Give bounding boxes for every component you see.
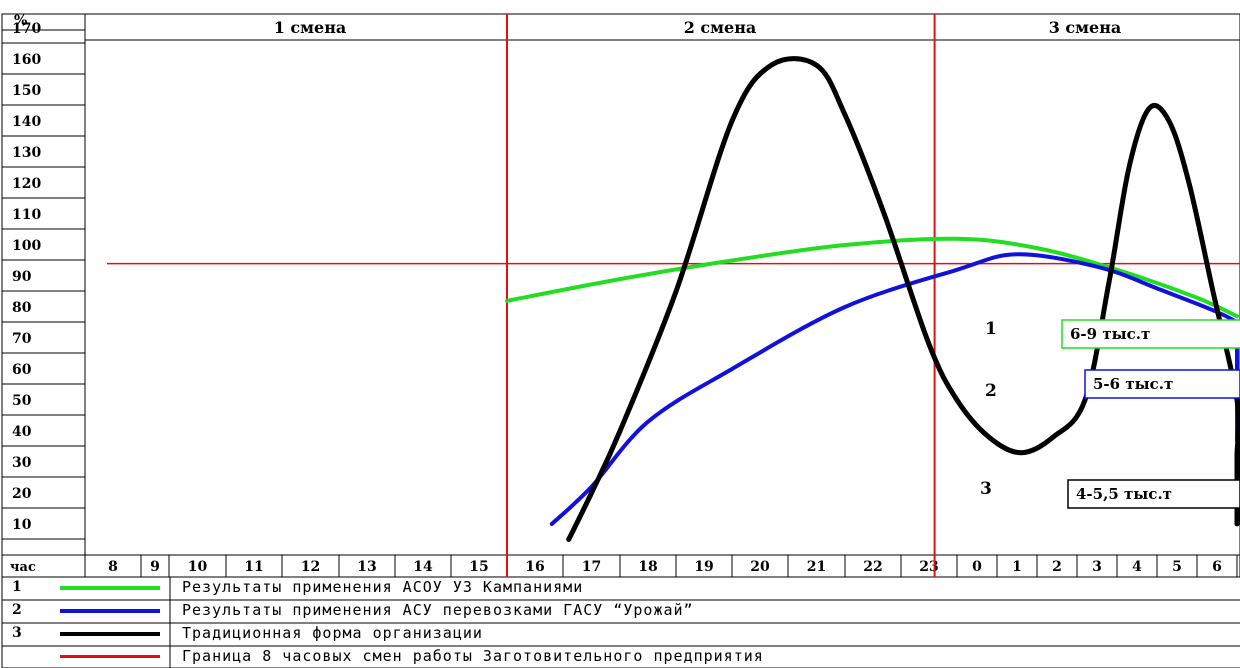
series-id-label: 3 — [980, 479, 992, 499]
shift-label: 1 смена — [274, 18, 347, 37]
x-tick-label: 16 — [525, 559, 544, 575]
x-tick-label: 15 — [469, 559, 488, 575]
plot-frame — [84, 13, 1240, 556]
shift-label: 3 смена — [1049, 18, 1122, 37]
y-tick-label: 10 — [12, 517, 32, 533]
x-tick-label: 1 — [1012, 559, 1022, 575]
legend-swatch-red — [60, 655, 160, 658]
series-line-2 — [549, 252, 1240, 526]
capacity-label: 6-9 тыс.т — [1070, 325, 1150, 343]
capacity-box — [1084, 369, 1240, 399]
legend-swatch-blue — [60, 609, 160, 613]
capacity-box — [1067, 479, 1240, 509]
x-tick-label: 9 — [150, 559, 160, 575]
capacity-box — [1061, 319, 1240, 349]
x-tick-label: 8 — [108, 559, 118, 575]
x-axis-unit-label: час — [10, 560, 36, 575]
y-tick-label: 20 — [12, 486, 32, 502]
series-line-1 — [505, 236, 1239, 319]
series-line-3 — [566, 56, 1240, 542]
y-tick-label: 170 — [12, 21, 41, 37]
legend-num-1: 1 — [12, 579, 22, 595]
x-tick-label: 22 — [863, 559, 882, 575]
y-tick-label: 120 — [12, 176, 41, 192]
y-axis-unit-label: % — [14, 13, 27, 29]
x-axis-row — [1, 554, 1240, 578]
y-tick-label: 110 — [12, 207, 41, 223]
legend-num-2: 2 — [12, 602, 22, 618]
y-tick-label: 50 — [12, 393, 32, 409]
x-tick-label: 4 — [1132, 559, 1142, 575]
legend-row-3: 3 Традиционная форма организации — [0, 623, 1240, 645]
y-tick-label: 90 — [12, 269, 32, 285]
legend-swatch-green — [60, 586, 160, 590]
x-tick-label: 0 — [972, 559, 982, 575]
x-tick-label: 10 — [188, 559, 208, 575]
x-tick-label: 14 — [413, 559, 433, 575]
y-tick-label: 130 — [12, 145, 41, 161]
shift-label: 2 смена — [684, 18, 757, 37]
x-tick-label: 20 — [750, 559, 770, 575]
x-tick-label: 12 — [301, 559, 320, 575]
legend-text-1: Результаты применения АСОУ УЗ Кампаниями — [182, 578, 584, 596]
legend-text-4: Граница 8 часовых смен работы Заготовите… — [182, 647, 764, 665]
x-tick-label: 6 — [1212, 559, 1222, 575]
legend-text-2: Результаты применения АСУ перевозками ГА… — [182, 601, 694, 619]
y-tick-label: 70 — [12, 331, 32, 347]
x-tick-label: 19 — [694, 559, 713, 575]
x-tick-label: 11 — [244, 559, 263, 575]
x-tick-label: 13 — [357, 559, 376, 575]
y-tick-label: 30 — [12, 455, 32, 471]
x-tick-label: 3 — [1092, 559, 1102, 575]
x-tick-label: 2 — [1052, 559, 1062, 575]
x-tick-label: 5 — [1172, 559, 1182, 575]
y-tick-label: 80 — [12, 300, 32, 316]
capacity-label: 5-6 тыс.т — [1093, 375, 1173, 393]
legend-row-4: Граница 8 часовых смен работы Заготовите… — [0, 646, 1240, 668]
legend-row-2: 2 Результаты применения АСУ перевозками … — [0, 600, 1240, 622]
legend-num-3: 3 — [12, 625, 22, 641]
y-tick-label: 150 — [12, 83, 41, 99]
series-id-label: 2 — [985, 381, 997, 401]
x-tick-label: 17 — [582, 559, 601, 575]
x-tick-label: 21 — [807, 559, 826, 575]
y-tick-label: 40 — [12, 424, 32, 440]
capacity-label: 4-5,5 тыс.т — [1076, 485, 1172, 503]
legend-row-1: 1 Результаты применения АСОУ УЗ Кампания… — [0, 577, 1240, 599]
x-tick-label: 18 — [638, 559, 657, 575]
y-tick-label: 160 — [12, 52, 41, 68]
y-tick-label: 140 — [12, 114, 41, 130]
y-tick-label: 60 — [12, 362, 32, 378]
legend-text-3: Традиционная форма организации — [182, 624, 483, 642]
series-id-label: 1 — [985, 319, 997, 339]
y-tick-label: 100 — [12, 238, 41, 254]
legend-swatch-black — [60, 632, 160, 636]
x-tick-label: 23 — [919, 559, 938, 575]
